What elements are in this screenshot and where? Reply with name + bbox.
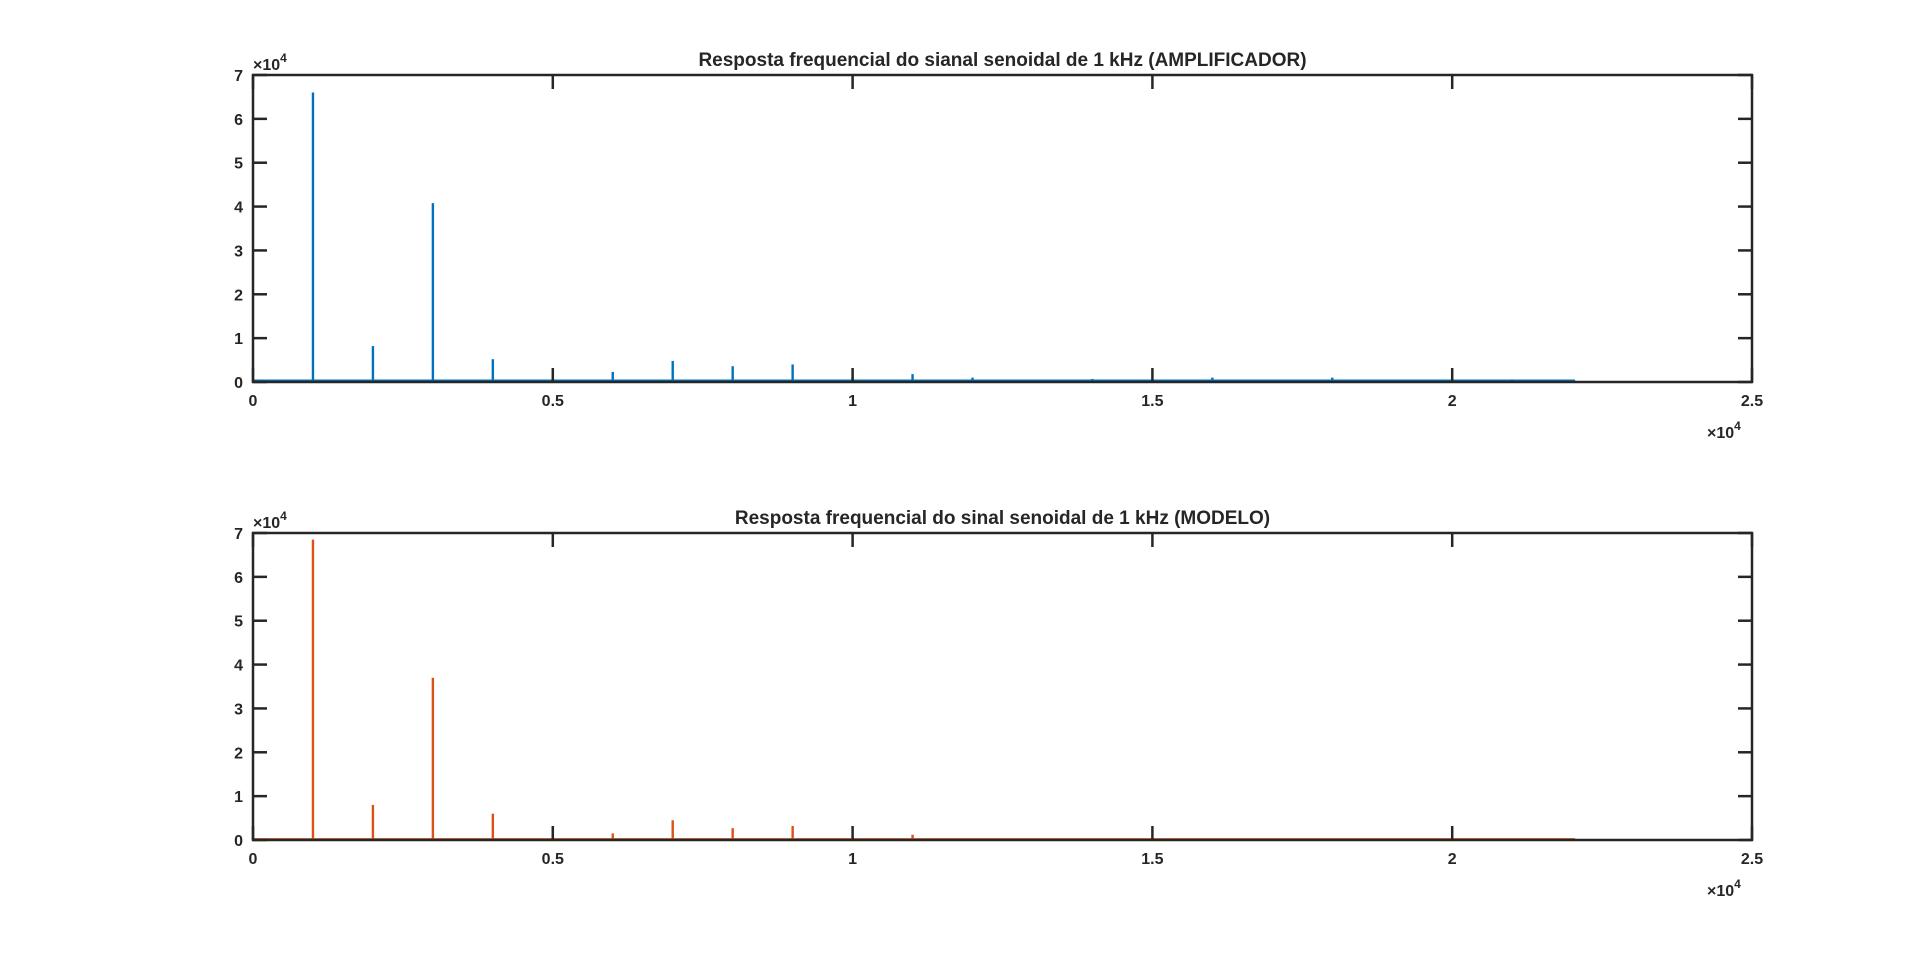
y-tick-label: 6: [234, 570, 243, 587]
chart-title: Resposta frequencial do sinal senoidal d…: [735, 508, 1270, 529]
x-tick-label: 1.5: [1141, 393, 1163, 410]
x-tick-label: 0.5: [542, 393, 564, 410]
y-tick-label: 0: [234, 833, 243, 850]
y-tick-label: 6: [234, 112, 243, 129]
x-tick-label: 1: [848, 393, 857, 410]
chart-panel-1: Resposta frequencial do sianal senoidal …: [234, 50, 1763, 442]
y-exponent-power: 4: [280, 51, 287, 65]
y-exponent-label: ×104: [253, 509, 287, 532]
x-tick-label: 0: [249, 851, 258, 868]
axes-box: [251, 531, 1754, 842]
y-tick-label: 4: [234, 658, 243, 675]
y-tick-label: 1: [234, 331, 243, 348]
y-tick-label: 7: [234, 68, 243, 85]
y-tick-label: 4: [234, 200, 243, 217]
y-exponent-label: ×104: [253, 51, 287, 74]
x-exponent-base: ×10: [1707, 883, 1734, 900]
x-exponent-label: ×104: [1707, 419, 1741, 442]
y-tick-label: 2: [234, 745, 243, 762]
x-exponent-power: 4: [1734, 419, 1741, 433]
x-tick-label: 2.5: [1741, 851, 1763, 868]
axes-box: [251, 73, 1754, 384]
x-exponent-base: ×10: [1707, 425, 1734, 442]
chart-title: Resposta frequencial do sianal senoidal …: [698, 50, 1306, 71]
x-tick-label: 0.5: [542, 851, 564, 868]
y-exponent-base: ×10: [253, 57, 280, 74]
x-exponent-power: 4: [1734, 877, 1741, 891]
data-series: [253, 539, 1576, 841]
x-tick-label: 2: [1448, 851, 1457, 868]
x-tick-label: 0: [249, 393, 258, 410]
y-tick-label: 2: [234, 287, 243, 304]
y-exponent-base: ×10: [253, 515, 280, 532]
x-exponent-label: ×104: [1707, 877, 1741, 900]
chart-panel-2: Resposta frequencial do sinal senoidal d…: [234, 508, 1763, 900]
y-tick-label: 7: [234, 526, 243, 543]
y-tick-label: 3: [234, 701, 243, 718]
y-tick-label: 0: [234, 375, 243, 392]
y-exponent-power: 4: [280, 509, 287, 523]
y-tick-label: 5: [234, 614, 243, 631]
data-series: [253, 92, 1576, 382]
y-tick-label: 5: [234, 156, 243, 173]
x-tick-label: 1: [848, 851, 857, 868]
x-tick-label: 2: [1448, 393, 1457, 410]
x-tick-label: 2.5: [1741, 393, 1763, 410]
y-tick-label: 3: [234, 243, 243, 260]
y-tick-label: 1: [234, 789, 243, 806]
x-tick-label: 1.5: [1141, 851, 1163, 868]
